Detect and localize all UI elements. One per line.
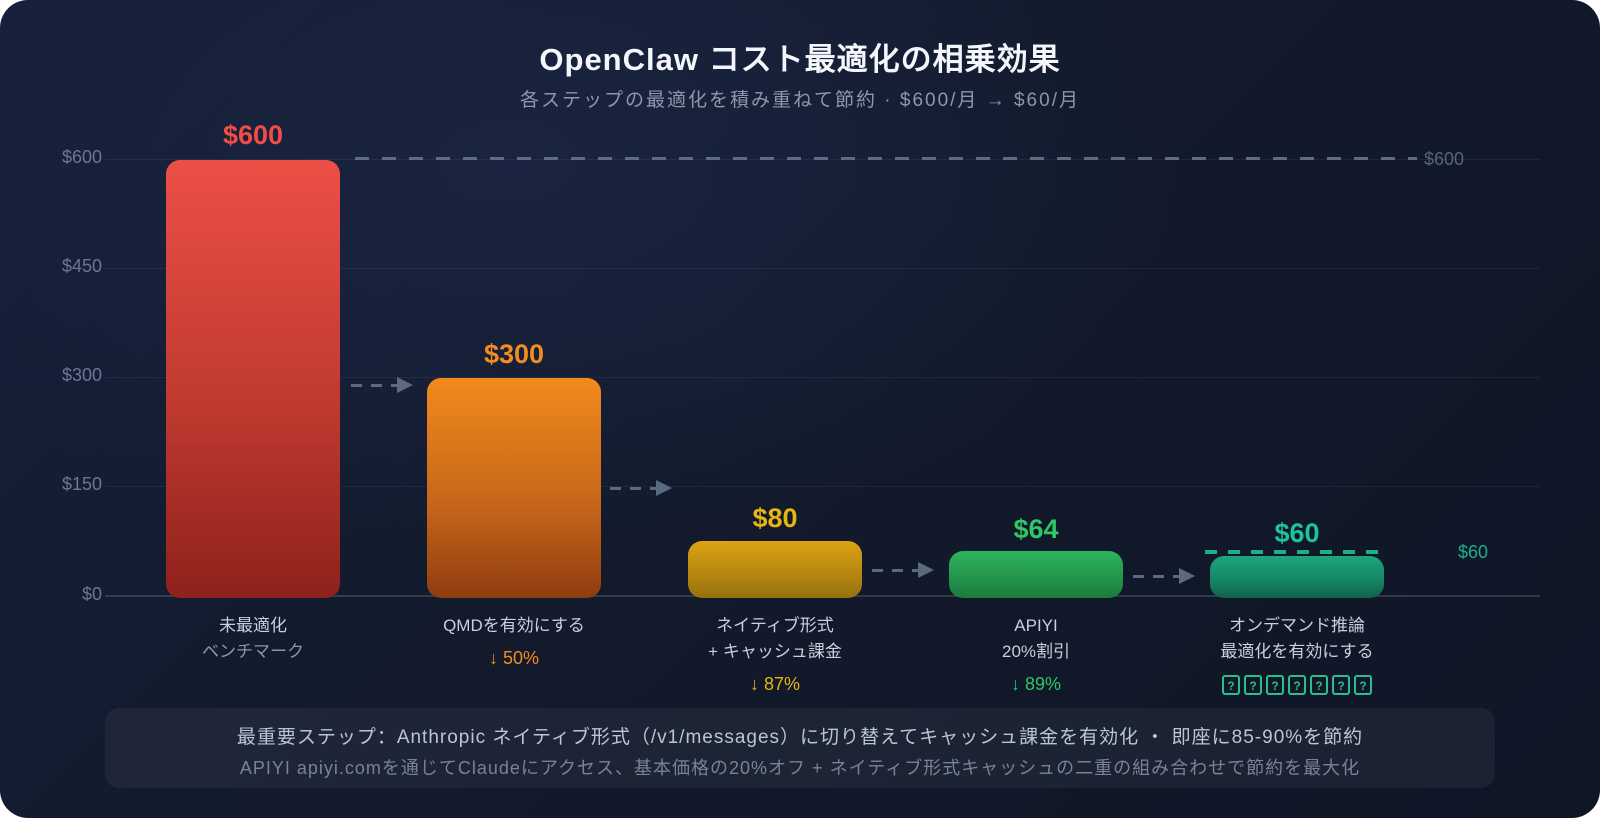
x-label-line2: 20%割引 [1001,642,1071,661]
chart-subtitle: 各ステップの最適化を積み重ねて節約 · $600/月 → $60/月 [520,90,1080,111]
x-label-ondemand: オンデマンド推論 最適化を有効にする ??????? [1150,613,1444,698]
chart-title: OpenClaw コスト最適化の相乗効果 [539,42,1061,77]
arrow-head [656,480,672,496]
bar-ondemand-inference [1210,556,1384,598]
bar-unoptimized [166,160,340,598]
bar-value-label: $600 [222,120,284,150]
bar-apiyi-discount [949,551,1123,598]
x-label-native-format: ネイティブ形式 + キャッシュ課金 ↓ 87% [628,613,922,697]
footer-note-box: 最重要ステップ：Anthropic ネイティブ形式（/v1/messages）に… [105,708,1495,788]
missing-glyph-icon: ? [1288,675,1306,695]
y-tick-150: $150 [61,474,102,494]
missing-glyph-icon: ? [1354,675,1372,695]
footer-note-line1: 最重要ステップ：Anthropic ネイティブ形式（/v1/messages）に… [236,727,1364,748]
y-tick-0: $0 [81,584,102,604]
x-label-line1: APIYI [1014,616,1058,635]
x-label-line1: オンデマンド推論 [1229,616,1365,635]
gridline-450 [105,268,1540,269]
x-label-line1: ネイティブ形式 [716,616,834,635]
reference-dash-60 [1205,550,1389,554]
delta-label: ↓ 89% [1010,674,1062,694]
reference-label-60: $60 [1458,542,1489,562]
missing-glyph-icon: ? [1266,675,1284,695]
missing-glyph-row: ??????? [1150,672,1444,698]
y-tick-450: $450 [61,256,102,276]
reference-label-600: $600 [1424,149,1465,169]
arrow-head [1179,568,1195,584]
missing-glyph-icon: ? [1310,675,1328,695]
missing-glyph-icon: ? [1222,675,1240,695]
arrow-dash [872,569,918,572]
bar-value-label: $80 [752,503,798,533]
bar-qmd [427,378,601,598]
missing-glyph-icon: ? [1244,675,1262,695]
arrow-head [397,377,413,393]
bar-value-label: $64 [1013,514,1059,544]
delta-label: ↓ 50% [488,648,540,668]
x-label-line1: 未最適化 [219,616,287,635]
x-label-apiyi: APIYI 20%割引 ↓ 89% [889,613,1183,697]
missing-glyph-icon: ? [1332,675,1350,695]
x-label-line2: 最適化を有効にする [1220,642,1374,661]
bar-value-label: $60 [1274,518,1320,548]
gridline-150 [105,486,1540,487]
arrow-dash [351,384,397,387]
footer-note-line2: APIYI apiyi.comを通じてClaudeにアクセス、基本価格の20%オ… [239,758,1361,778]
gridline-300 [105,377,1540,378]
x-label-line2: ベンチマーク [202,642,304,661]
reference-dash-600 [355,157,1417,160]
y-tick-300: $300 [61,365,102,385]
arrow-dash [1133,575,1179,578]
arrow-head [918,562,934,578]
delta-label: ↓ 87% [749,674,801,694]
x-label-line2: + キャッシュ課金 [708,642,842,661]
y-tick-600: $600 [61,147,102,167]
bar-value-label: $300 [483,339,545,369]
bar-native-format [688,541,862,598]
x-label-line1: QMDを有効にする [443,616,585,635]
x-label-unoptimized: 未最適化 ベンチマーク [106,613,400,665]
x-label-qmd: QMDを有効にする ↓ 50% [367,613,661,671]
arrow-dash [610,487,656,490]
